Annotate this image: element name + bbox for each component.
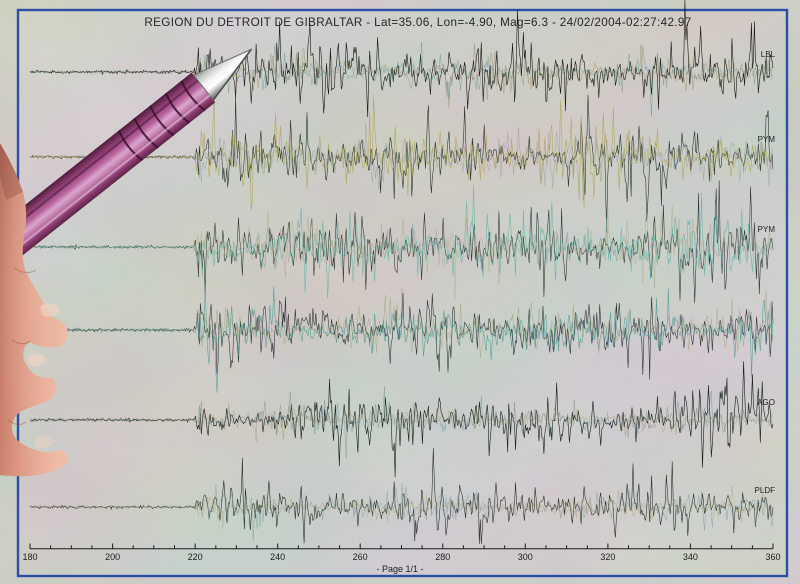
svg-text:AGO: AGO xyxy=(757,398,775,407)
svg-text:240: 240 xyxy=(270,552,285,562)
svg-text:- Page 1/1 -: - Page 1/1 - xyxy=(376,564,423,574)
svg-text:360: 360 xyxy=(765,552,780,562)
svg-text:REGION DU DETROIT DE GIBRALTAR: REGION DU DETROIT DE GIBRALTAR - Lat=35.… xyxy=(144,16,691,29)
svg-text:LBL: LBL xyxy=(761,50,776,59)
svg-text:300: 300 xyxy=(518,552,533,562)
svg-text:180: 180 xyxy=(22,552,37,562)
svg-text:320: 320 xyxy=(600,552,615,562)
svg-text:PYM: PYM xyxy=(758,225,776,234)
svg-text:200: 200 xyxy=(105,552,120,562)
svg-text:260: 260 xyxy=(353,552,368,562)
svg-text:PLDF: PLDF xyxy=(755,486,776,495)
svg-text:340: 340 xyxy=(683,552,698,562)
svg-text:220: 220 xyxy=(188,552,203,562)
svg-text:280: 280 xyxy=(435,552,450,562)
